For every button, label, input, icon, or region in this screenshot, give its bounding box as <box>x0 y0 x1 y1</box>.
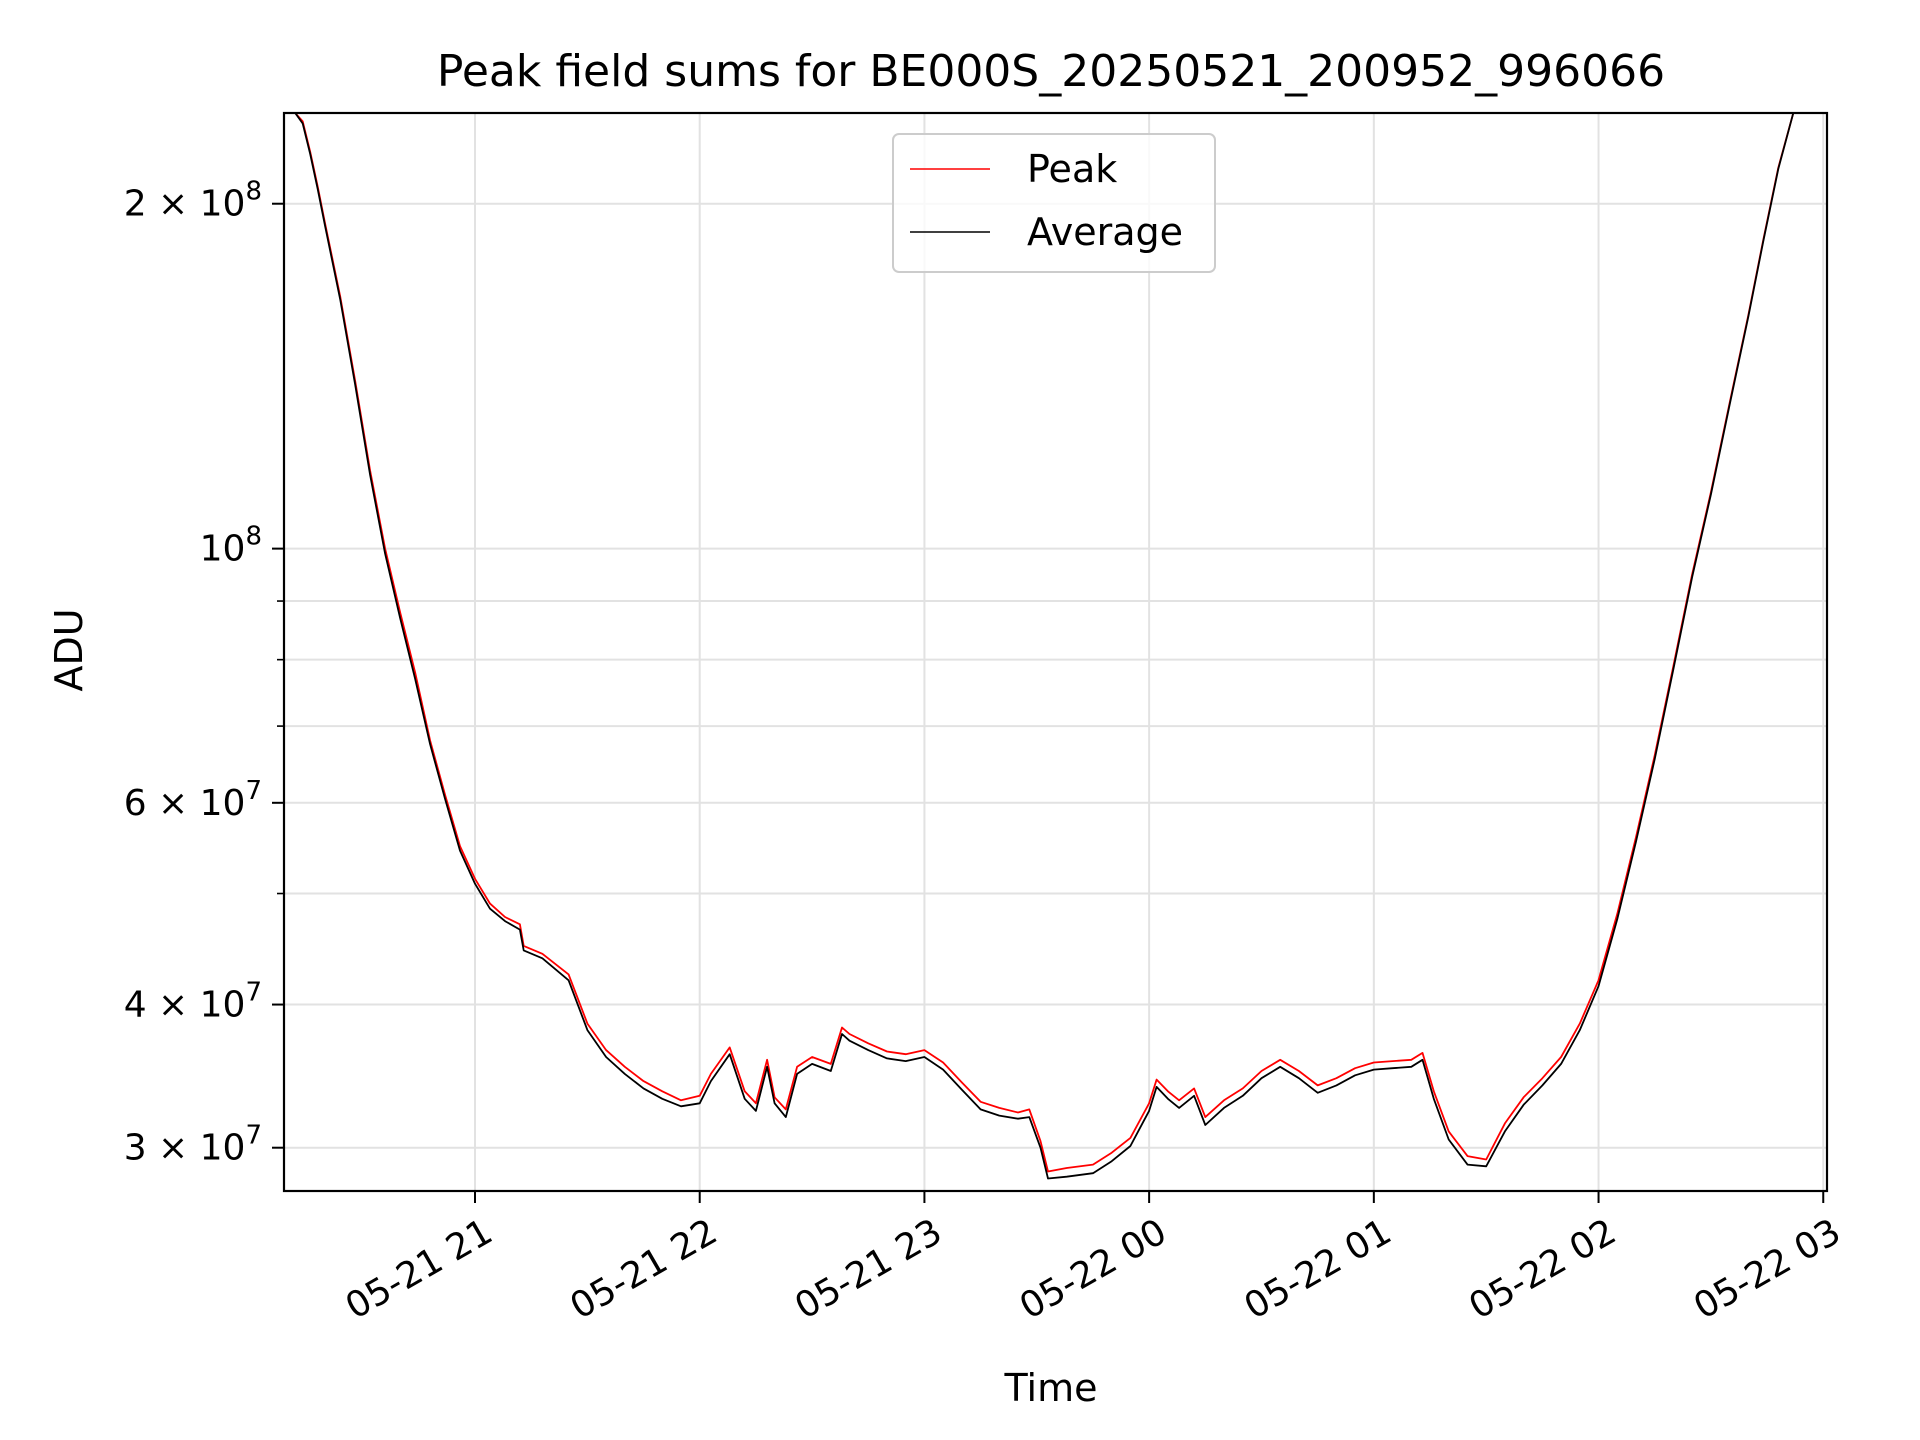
y-tick-label: 6 × 107 <box>124 776 262 824</box>
y-tick-label: 2 × 108 <box>124 177 262 225</box>
y-tick-base: 3 × 10 <box>124 1128 246 1169</box>
y-tick-exponent: 7 <box>245 1121 262 1151</box>
y-tick-label: 108 <box>200 522 262 570</box>
y-tick-base: 2 × 10 <box>124 184 246 225</box>
x-axis-label: Time <box>1004 1366 1098 1410</box>
y-tick-exponent: 8 <box>245 177 262 207</box>
y-tick-base: 6 × 10 <box>124 783 246 824</box>
plot-frame <box>282 111 1829 1193</box>
y-axis-label: ADU <box>47 608 91 691</box>
y-tick-label: 3 × 107 <box>124 1121 262 1169</box>
legend-label-peak: Peak <box>1027 147 1117 191</box>
y-tick-exponent: 7 <box>245 776 262 806</box>
y-tick-exponent: 8 <box>245 522 262 552</box>
series-line-average <box>287 113 1809 1180</box>
chart-title: Peak field sums for BE000S_20250521_2009… <box>437 46 1665 97</box>
series-line-peak <box>287 113 1809 1173</box>
y-tick-exponent: 7 <box>245 978 262 1008</box>
series-layer <box>287 113 1809 1180</box>
y-tick-label: 4 × 107 <box>124 978 262 1026</box>
grid <box>284 113 1827 1191</box>
y-tick-base: 4 × 10 <box>124 985 246 1026</box>
y-tick-base: 10 <box>200 529 246 570</box>
legend: Peak Average <box>892 133 1216 273</box>
legend-label-average: Average <box>1027 210 1183 254</box>
